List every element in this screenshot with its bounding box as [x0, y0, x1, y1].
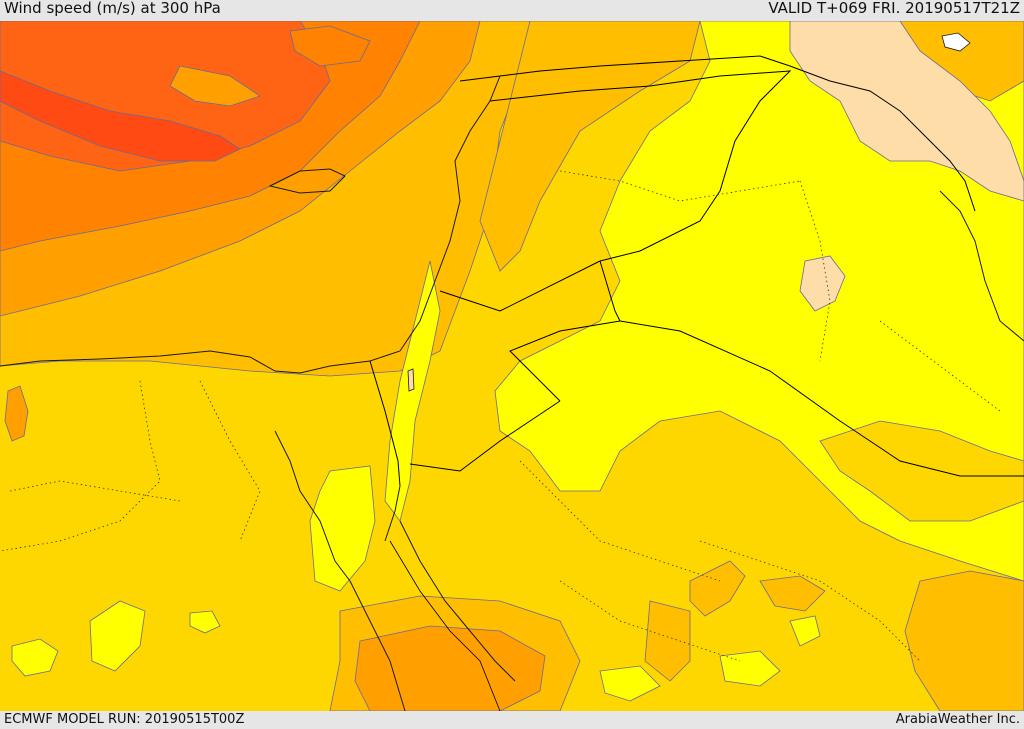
zone-30-35-south [354, 625, 546, 711]
zone-25-30-east [479, 21, 701, 272]
red-sea-west-coast [349, 580, 406, 711]
wind-speed-map [0, 21, 1024, 711]
map-canvas [0, 21, 1024, 711]
zone-20-25-east-inner [819, 420, 1024, 522]
map-title: Wind speed (m/s) at 300 hPa [4, 0, 221, 17]
zone-25-30-southeast [904, 570, 1024, 711]
zone-45-50-core [0, 70, 241, 162]
border-egypt-sudan [389, 540, 501, 711]
zone-10-15-islet [799, 255, 846, 312]
admin-boundaries [0, 170, 1001, 662]
zone-25-30-patch-b [759, 575, 826, 612]
red-sea-east-coast [399, 520, 516, 682]
lake-van [941, 32, 971, 52]
border-jordan-iraq [509, 260, 621, 402]
border-egypt-israel [369, 360, 401, 487]
red-sea-gulf-suez [274, 430, 351, 582]
border-turkey-syria [459, 55, 791, 82]
zone-10-15-northeast [789, 21, 1024, 202]
zone-25-30-patch-a [689, 560, 746, 617]
zone-25-30-patch-c [644, 600, 691, 682]
map-footer: ECMWF MODEL RUN: 20190515T00Z ArabiaWeat… [0, 711, 1024, 729]
valid-time: VALID T+069 FRI. 20190517T21Z [768, 0, 1020, 17]
zone-15-20-sinai [309, 465, 376, 592]
zone-15-20-blob-a [89, 600, 146, 672]
border-iraq-iran [789, 65, 976, 212]
zone-15-20-blob-e [719, 650, 781, 687]
map-header: Wind speed (m/s) at 300 hPa VALID T+069 … [0, 0, 1024, 21]
cyprus-coast [268, 168, 346, 194]
zone-30-35-loop [289, 25, 371, 67]
zone-30-35-west-lobe [4, 385, 29, 442]
model-run: ECMWF MODEL RUN: 20190515T00Z [4, 712, 245, 727]
zone-15-20-blob-b [11, 638, 59, 677]
persian-gulf-coast [939, 190, 1024, 342]
border-jordan-saudi [409, 400, 561, 472]
border-syria-iraq [489, 70, 792, 262]
zone-15-20-blob-f [599, 665, 661, 702]
zone-15-20-blob-c [189, 610, 221, 634]
zone-35-40-loop [169, 65, 261, 107]
dead-sea [407, 368, 415, 392]
border-jordan-syria [439, 260, 601, 312]
credit: ArabiaWeather Inc. [895, 712, 1020, 727]
border-saudi-iraq [619, 320, 1024, 477]
zone-15-20-blob-d [789, 615, 821, 647]
red-sea-gulf-aqaba [384, 485, 401, 542]
